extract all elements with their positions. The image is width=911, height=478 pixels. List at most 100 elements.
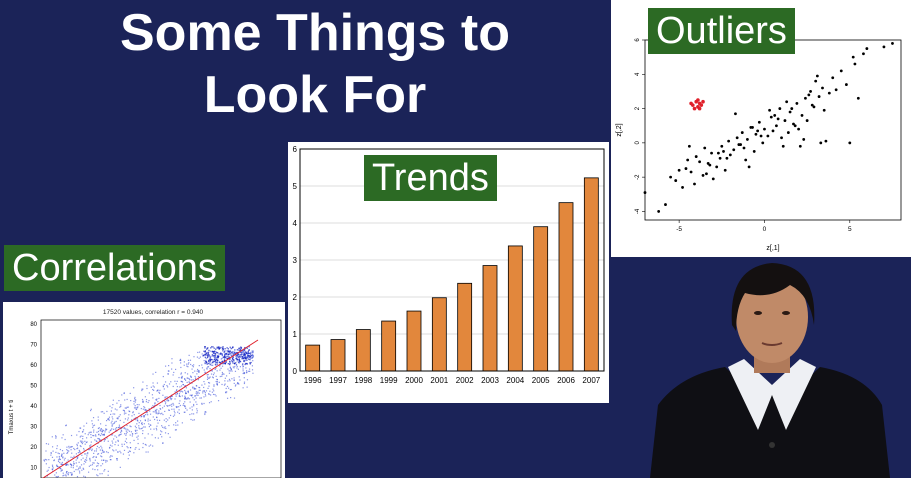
scatter-point	[768, 108, 771, 112]
correlation-point	[95, 450, 98, 452]
correlation-point	[180, 385, 183, 387]
correlation-point	[235, 364, 238, 366]
correlation-point	[227, 355, 229, 357]
correlation-point	[45, 463, 47, 465]
correlation-point	[65, 475, 67, 477]
correlation-point	[51, 456, 54, 458]
correlation-point	[204, 371, 206, 373]
correlation-point	[61, 450, 64, 452]
correlation-point	[243, 354, 245, 356]
correlation-point	[94, 468, 96, 471]
correlation-point	[110, 410, 113, 412]
correlations-label: Correlations	[4, 245, 225, 291]
correlation-point	[171, 397, 173, 400]
correlation-point	[80, 441, 83, 444]
outliers-xtick-label: 5	[848, 226, 852, 233]
correlation-point	[228, 372, 231, 374]
correlation-point	[198, 386, 200, 389]
correlation-point	[206, 368, 208, 370]
correlation-point	[115, 427, 118, 429]
correlation-point	[44, 458, 46, 461]
correlation-point	[81, 454, 83, 456]
correlation-point	[251, 357, 253, 359]
correlation-point	[70, 466, 72, 468]
correlation-point	[226, 385, 229, 388]
correlation-point	[210, 356, 212, 358]
correlation-point	[136, 407, 139, 409]
correlation-point	[237, 352, 239, 355]
correlation-point	[213, 352, 215, 354]
correlation-point	[204, 350, 207, 352]
correlation-point	[189, 413, 191, 416]
correlation-point	[246, 357, 248, 359]
correlation-point	[67, 473, 69, 475]
correlation-point	[70, 449, 72, 451]
scatter-point	[851, 55, 855, 59]
correlation-point	[216, 346, 218, 348]
scatter-point	[773, 114, 777, 117]
correlation-point	[76, 456, 78, 458]
correlation-point	[80, 459, 82, 461]
correlation-point	[187, 363, 189, 365]
correlation-point	[189, 407, 191, 409]
correlation-point	[148, 423, 150, 425]
correlation-point	[205, 395, 207, 397]
correlation-point	[90, 408, 92, 410]
correlation-point	[154, 403, 156, 405]
correlation-point	[71, 472, 73, 474]
correlation-point	[215, 364, 217, 367]
correlation-point	[245, 352, 248, 354]
correlation-point	[108, 419, 110, 421]
correlation-point	[233, 382, 235, 385]
correlation-point	[124, 440, 126, 442]
correlation-point	[161, 407, 164, 409]
correlation-point	[186, 381, 188, 383]
correlation-point	[164, 432, 167, 434]
correlation-point	[157, 413, 159, 415]
correlation-point	[79, 450, 81, 453]
correlation-point	[198, 365, 200, 367]
correlation-point	[73, 447, 75, 450]
correlation-point	[120, 452, 122, 454]
correlation-point	[104, 438, 106, 441]
correlation-point	[84, 461, 87, 463]
correlation-point	[118, 415, 120, 418]
correlation-point	[184, 395, 186, 397]
correlation-point	[179, 358, 182, 360]
correlation-point	[103, 440, 105, 442]
correlation-point	[46, 459, 48, 461]
correlation-point	[237, 361, 240, 363]
correlation-point	[117, 451, 119, 453]
correlation-point	[160, 430, 162, 432]
correlation-point	[214, 360, 217, 362]
correlation-point	[164, 381, 167, 383]
correlation-point	[148, 445, 150, 447]
scatter-point	[848, 141, 852, 145]
correlation-point	[179, 400, 181, 402]
correlation-point	[105, 428, 107, 430]
correlations-ytick-label: 30	[30, 425, 37, 431]
scatter-point	[804, 96, 807, 100]
correlation-point	[137, 435, 139, 437]
correlation-point	[90, 464, 92, 466]
correlation-point	[144, 443, 146, 446]
correlation-point	[97, 430, 100, 433]
correlation-point	[163, 383, 165, 386]
correlation-point	[231, 351, 233, 353]
correlation-point	[138, 422, 140, 424]
correlation-point	[127, 429, 129, 431]
correlation-point	[177, 424, 179, 426]
correlation-point	[170, 398, 172, 401]
correlation-point	[223, 357, 226, 359]
correlation-point	[240, 347, 243, 349]
correlation-point	[211, 362, 213, 364]
correlation-point	[76, 475, 79, 478]
correlation-point	[162, 386, 165, 388]
correlation-point	[107, 440, 109, 442]
correlation-point	[184, 411, 186, 413]
correlation-point	[140, 428, 142, 430]
correlation-point	[234, 349, 236, 351]
scatter-point	[684, 167, 688, 170]
correlation-point	[223, 373, 225, 375]
correlation-point	[219, 347, 221, 349]
